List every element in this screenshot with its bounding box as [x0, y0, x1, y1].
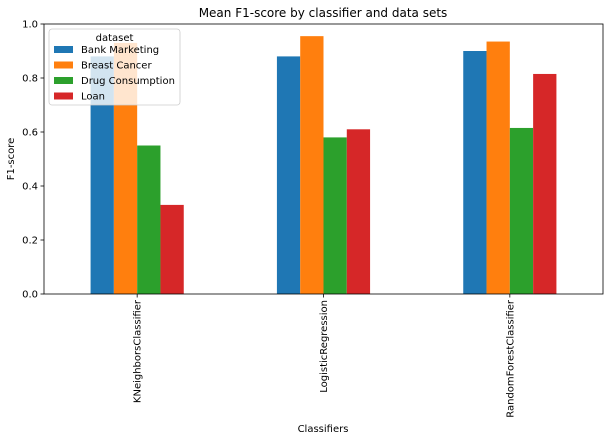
bar-drug-consumption-kneighborsclassifier — [137, 145, 161, 294]
legend-label: Bank Marketing — [81, 45, 159, 56]
y-tick-label: 0.8 — [22, 74, 38, 85]
bar-loan-logisticregression — [346, 129, 371, 294]
y-axis-title: F1-score — [6, 138, 17, 181]
bar-loan-kneighborsclassifier — [160, 204, 184, 294]
legend-title: dataset — [96, 33, 134, 44]
x-tick-label: RandomForestClassifier — [505, 299, 516, 418]
bar-bank-marketing-randomforestclassifier — [463, 51, 487, 294]
legend-label: Drug Consumption — [81, 76, 175, 87]
bars-layer — [90, 36, 557, 295]
legend-label: Loan — [81, 92, 105, 103]
x-tick-label: LogisticRegression — [319, 300, 330, 393]
y-tick-label: 0.2 — [22, 236, 38, 247]
legend-box — [48, 28, 181, 106]
legend-swatch-loan — [54, 92, 73, 100]
bar-bank-marketing-logisticregression — [276, 56, 301, 295]
y-tick-label: 1.0 — [22, 20, 38, 31]
bar-loan-randomforestclassifier — [533, 73, 557, 294]
bar-drug-consumption-logisticregression — [323, 137, 347, 294]
legend-label: Breast Cancer — [81, 61, 152, 72]
x-axis-title: Classifiers — [298, 424, 349, 435]
x-tick-label: KNeighborsClassifier — [133, 299, 144, 403]
y-tick-label: 0.0 — [22, 290, 38, 301]
bar-breast-cancer-kneighborsclassifier — [113, 42, 138, 295]
chart-title: Mean F1-score by classifier and data set… — [199, 6, 448, 20]
y-tick-label: 0.4 — [22, 182, 38, 193]
axes-layer: 0.0 0.2 0.4 0.6 0.8 1.0 KNeighborsClassifier Lo… — [22, 20, 604, 418]
bar-bank-marketing-kneighborsclassifier — [90, 56, 114, 295]
bar-drug-consumption-randomforestclassifier — [509, 127, 534, 294]
legend-swatch-bank-marketing — [54, 46, 73, 53]
bar-breast-cancer-randomforestclassifier — [486, 41, 510, 294]
bar-breast-cancer-logisticregression — [300, 36, 324, 295]
legend-swatch-drug-consumption — [54, 77, 73, 84]
legend-swatch-breast-cancer — [54, 61, 73, 69]
y-tick-label: 0.6 — [22, 128, 38, 139]
